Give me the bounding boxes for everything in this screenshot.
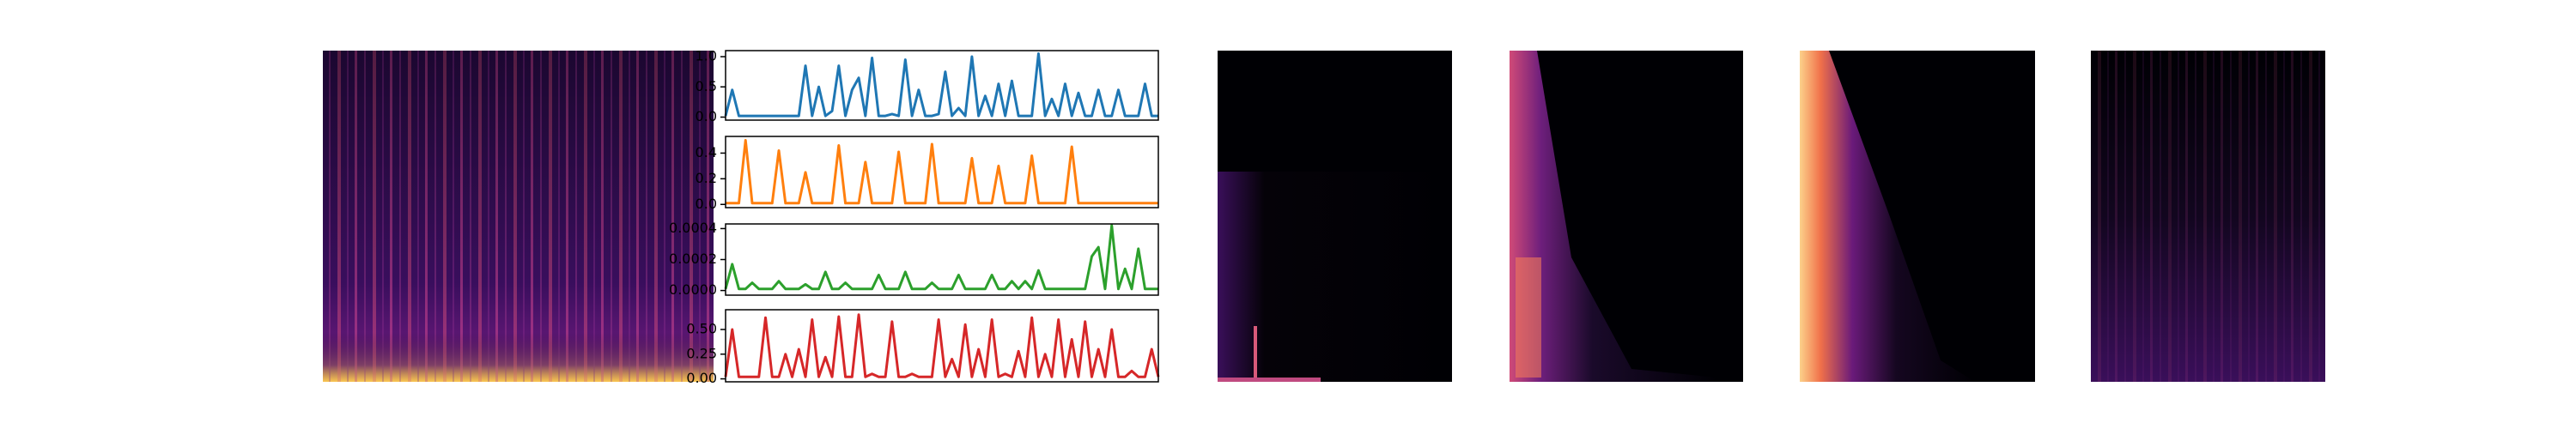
y-tick-label: 0.5	[696, 78, 717, 94]
y-tick-label: 0.0004	[669, 220, 717, 236]
y-tick-label: 0.00	[686, 370, 717, 386]
axes-frame	[725, 136, 1159, 208]
spectrogram	[1510, 51, 1743, 382]
y-tick-label: 0.0	[696, 108, 717, 124]
axes-frame	[725, 50, 1159, 121]
y-tick-label: 1.0	[696, 48, 717, 64]
y-tick-label: 0.2	[696, 170, 717, 186]
y-tick-label: 0.50	[686, 321, 717, 337]
spectrogram	[1800, 51, 2035, 382]
spectrogram	[2091, 51, 2325, 382]
y-tick-label: 0.0000	[669, 281, 717, 298]
line	[724, 313, 1160, 378]
spectrogram	[1218, 51, 1452, 382]
line	[724, 52, 1158, 118]
y-tick-label: 0.0002	[669, 251, 717, 267]
y-tick-label: 0.4	[696, 144, 717, 160]
axes-frame	[725, 309, 1159, 383]
line	[724, 224, 1158, 291]
y-tick-label: 0.0	[696, 196, 717, 212]
spectrogram	[323, 51, 714, 382]
line	[726, 138, 1158, 205]
y-tick-label: 0.25	[686, 345, 717, 361]
axes-frame	[725, 223, 1159, 296]
